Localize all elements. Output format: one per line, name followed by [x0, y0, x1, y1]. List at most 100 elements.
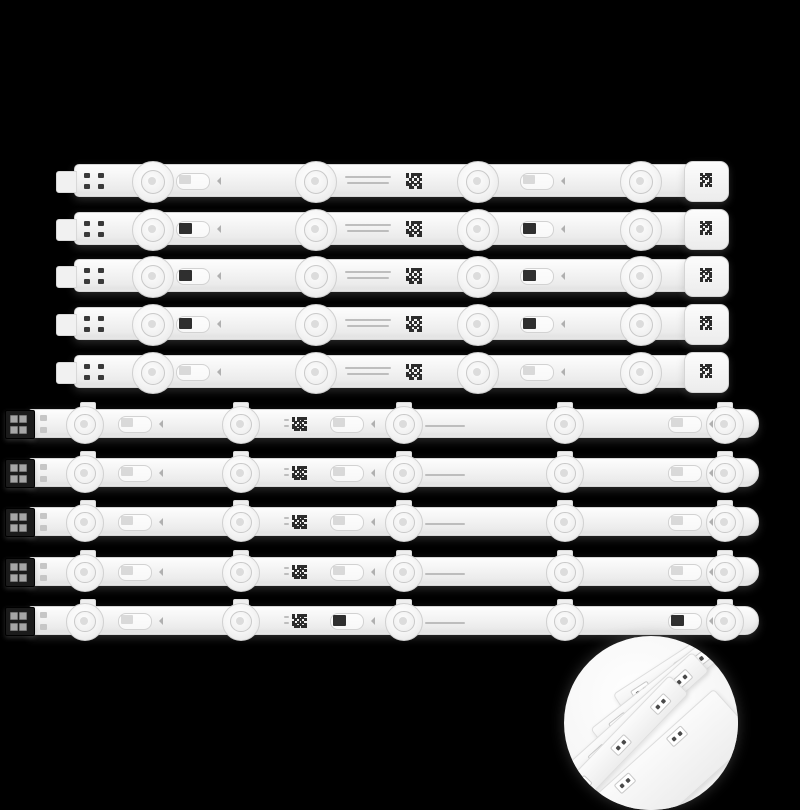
inset-connector-socket: [664, 725, 688, 748]
connector-detail-inset: [564, 636, 738, 810]
polarity-arrow-mark: [557, 271, 565, 280]
connector-pin: [19, 512, 27, 521]
inset-connector-slot: [681, 673, 688, 680]
led-chip-dome: [236, 419, 244, 428]
led-chip-dome: [636, 271, 644, 280]
led-lens-inner-ring: [466, 169, 490, 194]
led-chip-dome: [311, 224, 319, 233]
qr-code: [292, 465, 307, 481]
printed-label-line: [345, 223, 391, 226]
led-lens: [457, 255, 499, 298]
printed-label-line: [284, 621, 289, 624]
connector-pin: [19, 523, 27, 532]
solder-pad-square: [40, 512, 47, 519]
polarity-arrow-mark: [705, 517, 713, 526]
smd-component-light: [121, 466, 133, 476]
inset-connector-socket: [612, 772, 636, 795]
qr-code: [292, 416, 307, 432]
smd-component-light: [121, 565, 133, 575]
printed-label-line: [345, 366, 391, 369]
inset-connector-socket: [570, 774, 593, 798]
polarity-arrow-mark: [705, 419, 713, 428]
connector-contact: [98, 363, 104, 369]
led-chip-dome: [80, 567, 88, 576]
smd-component-light: [671, 515, 683, 525]
printed-label-line: [425, 522, 465, 525]
smd-component-light: [179, 174, 191, 184]
connector-pin: [10, 562, 18, 571]
led-chip-dome: [311, 367, 319, 376]
led-chip-dome: [473, 367, 481, 376]
smd-component-light: [523, 174, 535, 184]
led-chip-dome: [399, 517, 407, 526]
polarity-arrow-mark: [557, 367, 565, 376]
polarity-arrow-mark: [705, 567, 713, 576]
connector-contact: [84, 220, 90, 226]
smd-component-dark: [523, 269, 536, 281]
smd-component-light: [179, 365, 191, 375]
connector-pin: [19, 611, 27, 620]
polarity-arrow-mark: [367, 468, 375, 477]
inset-connector-slot: [655, 703, 661, 710]
qr-code: [292, 514, 307, 530]
smd-component-dark: [179, 269, 192, 281]
ffc-connector-tab: [56, 361, 77, 384]
end-cap-matrix-code: [700, 267, 714, 283]
led-strip-4led: [0, 255, 800, 298]
led-strip-5led: [0, 451, 800, 493]
inset-connector-slot: [670, 736, 677, 742]
end-cap-matrix-code: [700, 172, 714, 188]
led-lens: [66, 405, 104, 444]
led-chip-dome: [560, 616, 568, 625]
end-cap-matrix-code: [700, 315, 714, 331]
polarity-arrow-mark: [367, 517, 375, 526]
connector-contact: [84, 172, 90, 178]
led-chip-dome: [473, 319, 481, 328]
led-chip-dome: [148, 367, 156, 376]
connector-contact: [98, 231, 104, 237]
ffc-connector-tab: [56, 265, 77, 288]
ffc-connector-tab: [56, 170, 77, 193]
smd-component-light: [333, 466, 345, 476]
led-lens: [385, 405, 423, 444]
led-chip-dome: [311, 271, 319, 280]
inset-connector-slot: [704, 650, 711, 657]
led-lens-inner-ring: [629, 312, 653, 337]
printed-label-line: [284, 516, 289, 519]
led-chip-dome: [720, 567, 728, 576]
inset-connector-slot: [575, 785, 582, 792]
polarity-arrow-mark: [213, 271, 221, 280]
connector-pin: [10, 611, 18, 620]
printed-label-line: [284, 467, 289, 470]
qr-code: [406, 315, 423, 332]
connector-contact: [98, 278, 104, 284]
polarity-arrow-mark: [557, 176, 565, 185]
inset-connector-slot: [581, 780, 587, 786]
led-chip-dome: [148, 224, 156, 233]
qr-code: [292, 564, 307, 580]
polarity-arrow-mark: [367, 616, 375, 625]
led-chip-dome: [720, 419, 728, 428]
connector-contact: [98, 172, 104, 178]
solder-pad-square: [40, 574, 47, 581]
led-lens: [295, 351, 337, 394]
smd-component-dark: [333, 614, 346, 626]
led-chip-dome: [399, 468, 407, 477]
connector-pin: [10, 512, 18, 521]
led-chip-dome: [560, 419, 568, 428]
led-chip-dome: [720, 468, 728, 477]
printed-label-line: [345, 175, 391, 178]
led-chip-dome: [80, 517, 88, 526]
connector-contact: [84, 374, 90, 380]
connector-contact: [84, 267, 90, 273]
polarity-arrow-mark: [155, 567, 163, 576]
solder-pad-square: [40, 562, 47, 569]
smd-component-dark: [179, 222, 192, 234]
led-lens: [385, 454, 423, 493]
printed-label-line: [347, 372, 389, 375]
led-strip-4led: [0, 351, 800, 394]
smd-component-dark: [523, 222, 536, 234]
inset-connector-slot: [624, 777, 630, 784]
connector-contact: [98, 267, 104, 273]
connector-pin: [10, 622, 18, 631]
